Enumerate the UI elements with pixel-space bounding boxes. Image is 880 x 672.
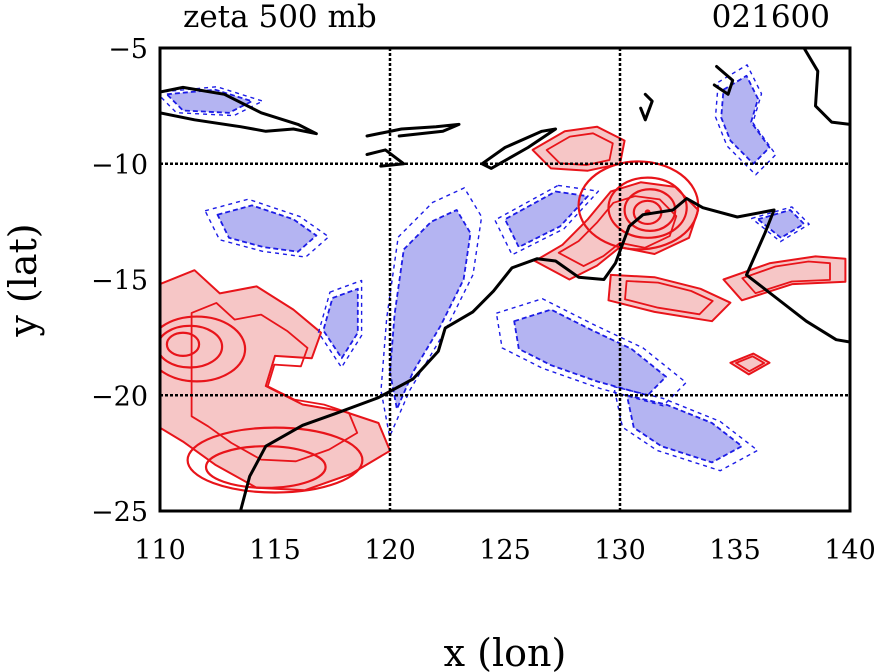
coastline-timor — [480, 127, 558, 170]
coastline-flores-sumbawa — [365, 122, 461, 138]
positive-region-small-east — [729, 352, 771, 376]
negative-region-southeast-band — [626, 394, 743, 464]
negative-region-northeast-arc — [720, 74, 771, 165]
plot-frame — [158, 46, 852, 513]
negative-region-south-band — [513, 308, 667, 397]
coastline-layer — [160, 48, 850, 511]
negative-region-central-band — [389, 209, 472, 411]
positive-contour-small-east — [735, 355, 766, 373]
y-tick-label-15: −15 — [91, 266, 148, 297]
positive-contour-cyclone-core — [557, 195, 678, 268]
coastline-new-guinea-south — [802, 48, 850, 126]
coastline-java-bali-lombok — [160, 85, 318, 136]
negative-region-north-band — [504, 190, 589, 249]
y-tick-label-20: −20 — [91, 381, 148, 412]
negative-contour-north-west-strip — [160, 85, 264, 117]
positive-contour-swirl-south-1 — [186, 426, 364, 494]
y-tick-label-5: −5 — [108, 34, 148, 65]
negative-contour-northeast-arc — [714, 64, 777, 176]
y-axis-label: y (lat) — [1, 223, 45, 337]
positive-region-tail-east — [722, 255, 847, 302]
positive-contour-west-vortex-1 — [165, 331, 201, 357]
figure-title: zeta 500 mb — [183, 0, 377, 35]
figure-timestamp: 021600 — [712, 0, 830, 35]
negative-contour-west-mid — [317, 279, 363, 369]
x-tick-label-125: 125 — [479, 535, 531, 566]
negative-region-west-mid — [322, 287, 359, 360]
positive-contour-west-vortex-3 — [160, 315, 247, 383]
coastline-tanimbar — [639, 92, 654, 122]
x-tick-label-135: 135 — [709, 535, 761, 566]
y-axis-ticks: −5 −10 −15 −20 −25 — [91, 34, 148, 528]
negative-contour-east-strip — [751, 206, 810, 243]
negative-region-east-strip — [757, 209, 805, 239]
positive-vorticity-fill-layer — [160, 125, 847, 492]
x-tick-label-130: 130 — [594, 535, 646, 566]
positive-contour-cyclone-tail-south — [624, 280, 714, 316]
x-tick-label-120: 120 — [364, 535, 416, 566]
lat-lon-grid — [160, 48, 850, 511]
coastline-aru — [712, 65, 735, 96]
negative-region-west-blob — [216, 204, 318, 253]
y-tick-label-25: −25 — [91, 497, 148, 528]
positive-region-cyclone-tail-south — [607, 273, 732, 323]
negative-contour-north-band — [494, 184, 600, 256]
positive-contour-west-trough — [190, 301, 359, 463]
negative-vorticity-fill-layer — [165, 74, 805, 464]
positive-contour-cyclone-ring-3 — [607, 176, 688, 239]
y-tick-label-10: −10 — [91, 150, 148, 181]
x-axis-label: x (lon) — [444, 631, 567, 672]
x-tick-label-110: 110 — [134, 535, 186, 566]
positive-contour-tail-east — [741, 260, 831, 295]
positive-contour-west-vortex-2 — [160, 324, 224, 369]
x-tick-label-115: 115 — [249, 535, 301, 566]
coastline-australia-northwest — [239, 197, 850, 511]
x-tick-label-140: 140 — [824, 535, 876, 566]
positive-contour-cyclone-arm-north — [545, 132, 614, 166]
x-axis-ticks: 110 115 120 125 130 135 140 — [134, 535, 876, 566]
positive-contour-cyclone-ring-2 — [623, 188, 677, 232]
